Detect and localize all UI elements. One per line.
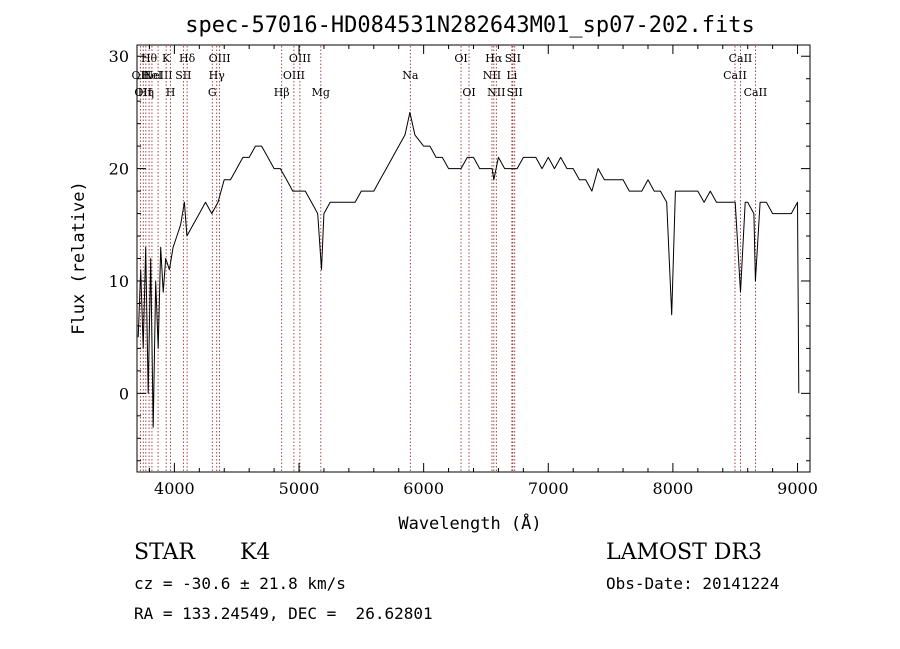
x-tick-label-5: 9000: [777, 479, 818, 498]
line-marker-label-2: Hη: [138, 86, 154, 99]
line-marker-label-28: CaII: [744, 86, 768, 99]
line-marker-label-22: NII: [487, 86, 505, 99]
line-marker-label-7: H: [166, 86, 176, 99]
line-marker-label-14: OIII: [283, 69, 305, 82]
axes-layer: 4000 5000 6000 7000 8000 9000 0 10 20 30: [109, 45, 818, 498]
line-marker-label-11: Hγ: [209, 69, 226, 82]
series-layer: [137, 111, 800, 428]
x-tick-label-0: 4000: [154, 479, 195, 498]
line-marker-label-6: K: [162, 52, 171, 65]
x-axis-label: Wavelength (Å): [398, 512, 541, 534]
x-tick-label-4: 8000: [653, 479, 694, 498]
line-marker-label-1: OII: [134, 86, 152, 99]
line-marker-label-8: SII: [175, 69, 191, 82]
line-marker-label-27: CaII: [729, 52, 753, 65]
line-marker-label-26: CaII: [723, 69, 747, 82]
y-axis-label: Flux (relative): [69, 181, 89, 335]
redshift-text: cz = -30.6 ± 21.8 km/s: [134, 574, 346, 593]
coordinates-text: RA = 133.24549, DEC = 26.62801: [134, 604, 433, 623]
spectral-subclass: K4: [240, 540, 271, 565]
line-marker-label-4: HeI: [142, 69, 162, 82]
object-class: STAR: [134, 540, 195, 565]
line-marker-layer: OIIOIIHηHθHeINeIIIKHSIIHδGHγOIIIHβOIIIOI…: [132, 46, 768, 471]
line-marker-label-12: OIII: [209, 52, 231, 65]
chart-title: spec-57016-HD084531N282643M01_sp07-202.f…: [185, 13, 755, 38]
line-marker-label-0: OII: [132, 69, 150, 82]
plot-frame: [136, 44, 811, 473]
line-marker-label-23: Li: [506, 69, 517, 82]
y-tick-label-1: 10: [109, 272, 129, 291]
line-marker-label-25: SII: [507, 86, 523, 99]
line-marker-label-16: Mg: [312, 86, 330, 99]
line-marker-label-5: NeIII: [143, 69, 172, 82]
x-tick-label-2: 6000: [403, 479, 444, 498]
line-marker-label-10: G: [208, 86, 217, 99]
line-marker-label-21: Hα: [485, 52, 503, 65]
line-marker-label-20: NII: [483, 69, 501, 82]
line-marker-label-15: OIII: [289, 52, 311, 65]
line-marker-label-3: Hθ: [141, 52, 158, 65]
line-marker-label-18: OI: [454, 52, 467, 65]
x-tick-label-3: 7000: [528, 479, 569, 498]
line-marker-label-13: Hβ: [274, 86, 290, 99]
y-tick-label-0: 0: [119, 384, 129, 403]
y-tick-label-3: 30: [109, 47, 129, 66]
line-marker-label-24: SII: [505, 52, 521, 65]
y-tick-label-2: 20: [109, 160, 129, 179]
line-marker-label-9: Hδ: [179, 52, 196, 65]
survey-name: LAMOST DR3: [606, 540, 762, 565]
line-marker-label-19: OI: [462, 86, 475, 99]
line-marker-label-17: Na: [402, 69, 419, 82]
x-tick-label-1: 5000: [279, 479, 320, 498]
series-line-0: [137, 111, 800, 428]
obs-date-text: Obs-Date: 20141224: [606, 574, 780, 593]
